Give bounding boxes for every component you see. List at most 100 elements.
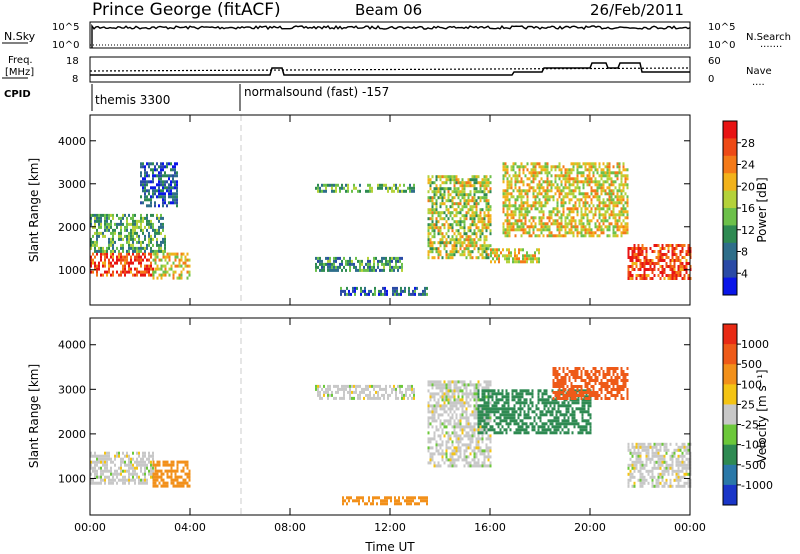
nave-legend: .... bbox=[752, 77, 765, 88]
velocity-colorbar-swatch bbox=[723, 464, 737, 486]
noise-right-label: N.Search bbox=[746, 32, 791, 43]
velocity-colorbar-frame bbox=[722, 323, 738, 506]
noise-left-label: N.Sky bbox=[4, 30, 36, 43]
power-colorbar-tick-label: 8 bbox=[741, 246, 748, 259]
velocity-y-axis: 1000 2000 3000 4000 bbox=[58, 339, 690, 485]
velocity-colorbar-tick-label: -1000 bbox=[741, 479, 773, 492]
velocity-colorbar-tick-label: 1000 bbox=[741, 338, 769, 351]
power-echo-region bbox=[315, 183, 415, 193]
power-y-axis: 1000 2000 3000 4000 bbox=[58, 135, 690, 277]
power-y-tick-label: 4000 bbox=[58, 135, 86, 148]
frequency-panel: Freq. [MHz] 18 8 60 0 Nave .... bbox=[2, 55, 772, 88]
velocity-x-tick-label: 04:00 bbox=[174, 521, 206, 534]
power-y-tick-label: 1000 bbox=[58, 264, 86, 277]
velocity-colorbar-tick-label: 100 bbox=[741, 378, 762, 391]
power-echo-region bbox=[627, 244, 692, 280]
velocity-colorbar-swatch bbox=[723, 484, 737, 506]
velocity-x-tick-label: 16:00 bbox=[474, 521, 506, 534]
cpid-segment-1: themis 3300 bbox=[95, 93, 170, 107]
power-colorbar-swatch bbox=[723, 121, 737, 139]
velocity-colorbar-tick-label: -100 bbox=[741, 439, 766, 452]
velocity-colorbar-swatch bbox=[723, 344, 737, 365]
power-echoes bbox=[90, 162, 692, 296]
frequency-trace bbox=[90, 62, 690, 76]
power-colorbar-swatch bbox=[723, 190, 737, 209]
velocity-echo-region bbox=[427, 380, 492, 468]
power-echo-region bbox=[315, 256, 403, 272]
noise-right-tick-bottom: 10^0 bbox=[708, 40, 735, 51]
power-echo-region bbox=[90, 252, 154, 277]
velocity-ylabel: Slant Range [km] bbox=[27, 364, 41, 468]
velocity-y-tick-label: 2000 bbox=[58, 428, 86, 441]
cpid-segment-2: normalsound (fast) -157 bbox=[244, 85, 389, 99]
velocity-x-tick-label: 00:00 bbox=[74, 521, 106, 534]
velocity-panel: 1000 2000 3000 4000 00:00 04:00 08:00 12:00 16:… bbox=[27, 317, 706, 554]
freq-left-tick-bottom: 8 bbox=[72, 74, 78, 85]
velocity-echo-region bbox=[552, 367, 629, 400]
date-title: 26/Feb/2011 bbox=[590, 1, 684, 19]
velocity-echo-region bbox=[627, 442, 692, 488]
velocity-echoes bbox=[90, 367, 692, 506]
power-x-ticks bbox=[89, 115, 691, 305]
station-title: Prince George (fitACF) bbox=[92, 0, 281, 20]
velocity-colorbar-tick-label: 500 bbox=[741, 358, 762, 371]
velocity-x-axis: 00:00 04:00 08:00 12:00 16:00 20:00 00:00 bbox=[74, 318, 706, 534]
power-echo-region bbox=[152, 252, 191, 280]
noise-panel: N.Sky 10^5 10^0 10^5 10^0 N.Search .....… bbox=[2, 21, 791, 51]
velocity-colorbar-swatch bbox=[723, 364, 737, 385]
freq-right-tick-top: 60 bbox=[708, 56, 721, 67]
power-ylabel: Slant Range [km] bbox=[27, 158, 41, 262]
velocity-colorbar-swatch bbox=[723, 324, 737, 345]
noise-sky-trace bbox=[91, 23, 691, 48]
velocity-echo-region bbox=[315, 384, 415, 400]
velocity-echo-region bbox=[90, 451, 154, 485]
power-echo-region bbox=[490, 248, 540, 264]
power-echo-region bbox=[340, 286, 428, 296]
velocity-x-tick-label: 08:00 bbox=[274, 521, 306, 534]
velocity-echo-region bbox=[152, 460, 191, 488]
velocity-colorbar-swatch bbox=[723, 444, 737, 466]
power-colorbar-swatch bbox=[723, 208, 737, 226]
velocity-colorbar-swatch bbox=[723, 384, 737, 405]
nave-trace bbox=[89, 67, 691, 72]
beam-title: Beam 06 bbox=[355, 1, 422, 19]
power-colorbar-tick-label: 4 bbox=[741, 267, 748, 280]
power-colorbar-tick-label: 28 bbox=[741, 137, 755, 150]
velocity-colorbar-tick-label: 25 bbox=[741, 398, 755, 411]
velocity-echo-region bbox=[477, 389, 592, 435]
velocity-x-tick-label: 20:00 bbox=[574, 521, 606, 534]
velocity-colorbar-tick-label: -25 bbox=[741, 419, 759, 432]
power-echo-region bbox=[502, 162, 629, 238]
cpid-label: CPID bbox=[4, 89, 31, 100]
power-panel: 1000 2000 3000 4000 Slant Range [km] bbox=[27, 114, 692, 306]
velocity-colorbar-label: Velocity [m s⁻¹] bbox=[755, 369, 769, 462]
noise-left-tick-bottom: 10^0 bbox=[52, 40, 79, 51]
power-colorbar-swatch bbox=[723, 225, 737, 244]
velocity-y-tick-label: 4000 bbox=[58, 339, 86, 352]
velocity-x-tick-label: 12:00 bbox=[374, 521, 406, 534]
velocity-y-tick-label: 1000 bbox=[58, 472, 86, 485]
velocity-echo-region bbox=[342, 496, 428, 506]
nave-label: Nave bbox=[746, 66, 772, 77]
power-colorbar-tick-label: 20 bbox=[741, 180, 755, 193]
power-y-tick-label: 2000 bbox=[58, 221, 86, 234]
velocity-colorbar-swatch bbox=[723, 404, 737, 426]
power-colorbar-swatch bbox=[723, 242, 737, 261]
velocity-y-tick-label: 3000 bbox=[58, 383, 86, 396]
power-echo-region bbox=[140, 162, 178, 208]
power-colorbar: 28 24 20 16 12 8 4 bbox=[722, 120, 755, 296]
velocity-x-tick-label: 00:00 bbox=[674, 521, 706, 534]
freq-left-tick-top: 18 bbox=[66, 56, 79, 67]
power-colorbar-tick-label: 16 bbox=[741, 202, 755, 215]
power-echo-region bbox=[427, 175, 492, 260]
noise-right-tick-top: 10^5 bbox=[708, 22, 735, 33]
velocity-colorbar-swatch bbox=[723, 424, 737, 446]
power-colorbar-swatch bbox=[723, 277, 737, 296]
power-colorbar-tick-label: 12 bbox=[741, 224, 755, 237]
power-colorbar-swatch bbox=[723, 155, 737, 174]
x-axis-label: Time UT bbox=[364, 540, 415, 554]
velocity-colorbar-tick-label: -500 bbox=[741, 459, 766, 472]
noise-left-tick-top: 10^5 bbox=[52, 22, 79, 33]
power-y-tick-label: 3000 bbox=[58, 178, 86, 191]
